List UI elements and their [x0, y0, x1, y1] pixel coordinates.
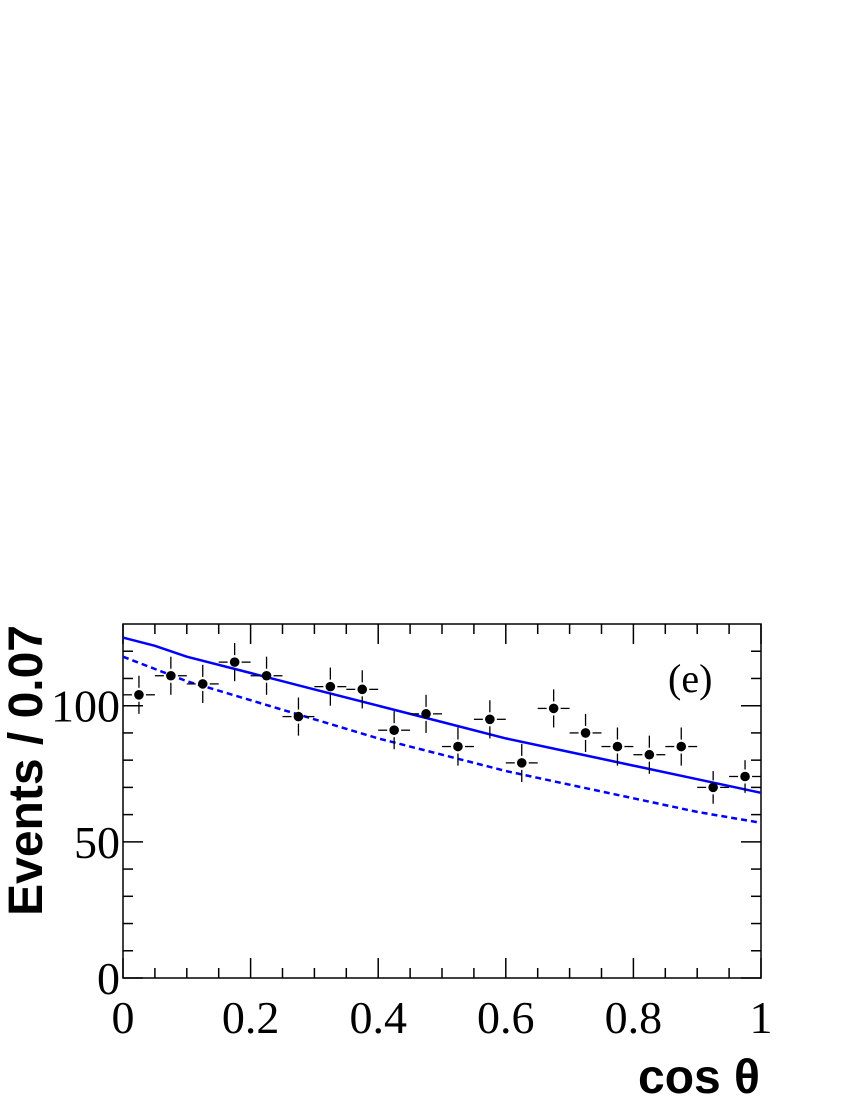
y-axis-title: Events / 0.07	[0, 625, 53, 916]
y-tick-labels: 0 50 100	[51, 681, 120, 1004]
data-marker	[580, 728, 591, 738]
data-point	[282, 697, 315, 736]
y-tick-label: 50	[74, 817, 120, 868]
data-point	[697, 771, 730, 804]
x-tick-label: 0	[112, 992, 135, 1043]
x-tick-label: 0.8	[605, 992, 663, 1043]
data-point	[633, 735, 666, 774]
data-marker	[134, 690, 144, 700]
data-marker	[453, 741, 463, 752]
axis-ticks	[122, 624, 762, 979]
data-marker	[740, 771, 750, 782]
data-point	[154, 656, 187, 695]
data-marker	[293, 711, 304, 722]
solid-fit-curve	[122, 636, 762, 795]
data-point	[314, 667, 347, 706]
data-point	[250, 656, 283, 695]
data-point	[346, 670, 379, 709]
data-point	[442, 727, 474, 766]
data-marker	[516, 758, 527, 768]
data-marker	[485, 714, 495, 725]
data-marker	[548, 703, 559, 714]
data-marker	[644, 749, 655, 760]
data-point	[218, 643, 251, 682]
x-tick-labels: 0 0.2 0.4 0.6 0.8 1	[112, 992, 773, 1043]
y-tick-label: 100	[51, 681, 120, 732]
data-point	[378, 711, 411, 750]
data-marker	[197, 679, 208, 689]
x-tick-label: 0.4	[349, 992, 407, 1043]
series-layer	[122, 636, 762, 825]
x-tick-label: 0.6	[477, 992, 535, 1043]
data-marker	[708, 782, 718, 793]
data-point	[569, 713, 602, 752]
data-marker	[261, 670, 272, 681]
x-tick-label: 1	[750, 992, 773, 1043]
data-point	[410, 694, 442, 733]
data-marker	[676, 741, 687, 752]
data-marker	[357, 684, 368, 695]
data-point	[505, 743, 538, 782]
x-tick-label: 0.2	[222, 992, 280, 1043]
data-marker	[229, 657, 240, 667]
data-point	[729, 760, 761, 793]
data-marker	[325, 681, 336, 692]
dashed-fit-curve	[122, 655, 762, 825]
data-marker	[166, 670, 176, 681]
plot-frame	[122, 623, 762, 979]
x-axis-title: cos θ	[638, 1051, 760, 1100]
y-tick-label: 0	[97, 953, 120, 1004]
data-point	[123, 675, 155, 714]
panel-label: (e)	[668, 656, 712, 701]
data-marker	[612, 741, 623, 752]
data-point	[537, 689, 570, 728]
data-point	[473, 700, 506, 739]
data-point	[665, 727, 698, 766]
data-point	[601, 727, 634, 766]
data-marker	[389, 725, 399, 735]
plot-area-border	[122, 623, 762, 979]
data-marker	[421, 709, 431, 719]
data-point	[186, 664, 219, 703]
